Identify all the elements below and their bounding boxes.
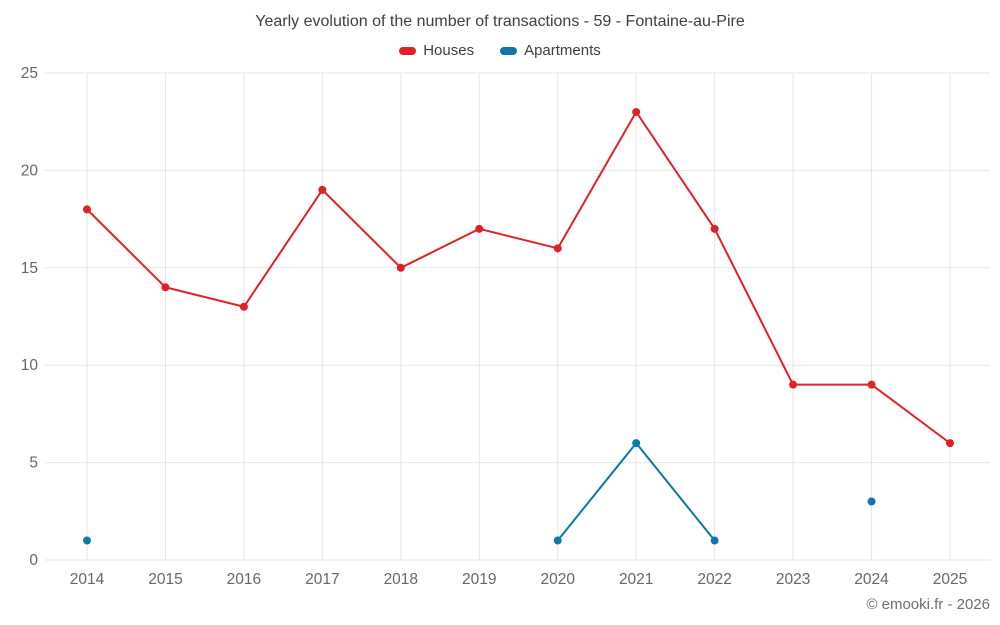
y-tick-label: 10 [21,357,39,374]
x-tick-label: 2018 [384,571,418,588]
data-point-houses [318,185,327,194]
data-point-houses [946,439,954,448]
data-point-houses [396,263,405,272]
data-point-houses [83,205,91,214]
y-tick-label: 20 [21,162,39,179]
legend-item-apartments[interactable]: Apartments [500,42,601,59]
x-tick-label: 2025 [933,571,967,588]
data-point-apartments [83,536,91,545]
y-tick-label: 15 [21,260,38,277]
data-point-apartments [710,536,719,545]
houses-legend-marker [399,46,417,55]
data-point-houses [710,224,719,233]
x-tick-label: 2021 [619,571,653,588]
data-point-houses [475,224,484,233]
data-point-houses [553,244,562,253]
houses-legend-label: Houses [423,42,475,59]
data-point-houses [867,380,876,389]
x-tick-label: 2015 [148,571,182,588]
x-tick-label: 2022 [697,571,731,588]
apartments-legend-label: Apartments [524,42,601,59]
y-tick-label: 0 [29,552,38,569]
data-point-houses [239,302,248,311]
chart-legend: Houses Apartments [0,42,1000,59]
copyright: © emooki.fr - 2026 [866,596,990,613]
data-point-apartments [632,439,641,448]
apartments-legend-marker [500,46,518,55]
data-point-apartments [867,497,876,506]
data-point-houses [632,107,641,116]
legend-item-houses[interactable]: Houses [399,42,474,59]
y-tick-label: 5 [29,455,38,472]
x-tick-label: 2020 [540,571,575,588]
x-tick-label: 2014 [70,571,105,588]
y-tick-label: 25 [21,65,38,82]
data-point-houses [789,380,798,389]
x-tick-label: 2019 [462,571,496,588]
x-tick-label: 2017 [305,571,339,588]
data-point-apartments [553,536,562,545]
x-tick-label: 2024 [854,571,889,588]
chart-title: Yearly evolution of the number of transa… [255,13,745,30]
series-line-houses [86,110,951,445]
x-tick-label: 2023 [776,571,810,588]
x-tick-label: 2016 [227,571,261,588]
data-point-houses [161,283,170,292]
